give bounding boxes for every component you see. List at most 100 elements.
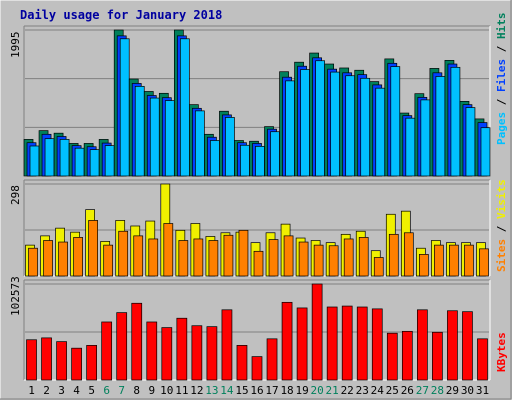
x-tick-label-day-22: 22 xyxy=(341,384,354,397)
x-tick-label-day-14: 14 xyxy=(220,384,234,397)
pages-bar-day-11 xyxy=(179,38,190,177)
x-tick-label-day-11: 11 xyxy=(175,384,188,397)
pages-bar-day-16 xyxy=(255,146,265,177)
kbytes-bar-day-28 xyxy=(432,331,443,381)
sites-bar-day-29 xyxy=(449,244,459,277)
kbytes-panel-max-label: 102573 xyxy=(9,276,22,316)
kbytes-bar-day-18 xyxy=(281,301,293,381)
x-tick-label-day-17: 17 xyxy=(265,384,278,397)
sites-bar-day-22 xyxy=(343,238,354,277)
kbytes-bar-day-1 xyxy=(26,339,37,381)
pages-bar-day-29 xyxy=(450,66,461,177)
kbytes-bar-day-31 xyxy=(477,338,488,381)
x-tick-label-day-31: 31 xyxy=(476,384,489,397)
sites-bar-day-27 xyxy=(419,254,429,277)
kbytes-bar-day-10 xyxy=(161,327,173,381)
legend-kbytes: KBytes xyxy=(495,332,508,372)
hits-panel-max-label: 1995 xyxy=(9,32,22,59)
kbytes-bar-day-3 xyxy=(56,341,67,381)
x-tick-label-day-4: 4 xyxy=(73,384,80,397)
pages-bar-day-17 xyxy=(270,131,280,177)
kbytes-bar-day-21 xyxy=(326,306,338,381)
sites-bar-day-12 xyxy=(193,238,204,277)
sites-bar-day-18 xyxy=(283,235,294,277)
legend-visits: Visits xyxy=(495,179,508,219)
sites-bar-day-2 xyxy=(43,240,53,277)
x-tick-label-day-21: 21 xyxy=(326,384,339,397)
sites-bar-day-9 xyxy=(148,238,159,277)
pages-bar-day-2 xyxy=(44,138,55,177)
legend-hits: Hits xyxy=(495,13,508,40)
x-tick-label-day-12: 12 xyxy=(190,384,203,397)
pages-bar-day-30 xyxy=(465,107,476,177)
kbytes-bar-day-19 xyxy=(296,307,308,381)
pages-bar-day-28 xyxy=(435,76,446,177)
sites-bar-day-21 xyxy=(328,245,339,277)
kbytes-bar-day-23 xyxy=(356,306,368,381)
x-tick-label-day-15: 15 xyxy=(235,384,248,397)
pages-bar-day-21 xyxy=(330,71,341,177)
legend-files: Files xyxy=(495,59,508,92)
pages-bar-day-7 xyxy=(119,38,130,177)
x-tick-label-day-8: 8 xyxy=(133,384,140,397)
pages-bar-day-22 xyxy=(345,75,356,177)
x-tick-label-day-6: 6 xyxy=(103,384,110,397)
kbytes-bar-day-30 xyxy=(462,311,473,381)
sites-bar-day-4 xyxy=(73,237,83,277)
x-tick-label-day-19: 19 xyxy=(295,384,308,397)
kbytes-bar-day-4 xyxy=(71,347,82,381)
sites-bar-day-26 xyxy=(403,232,414,277)
kbytes-bar-day-22 xyxy=(341,305,353,381)
x-tick-label-day-30: 30 xyxy=(461,384,474,397)
pages-bar-day-19 xyxy=(300,69,310,177)
pages-bar-day-12 xyxy=(195,110,205,177)
x-tick-label-day-27: 27 xyxy=(416,384,429,397)
x-tick-label-day-1: 1 xyxy=(28,384,35,397)
kbytes-bar-day-25 xyxy=(386,332,398,381)
pages-bar-day-15 xyxy=(240,144,250,177)
pages-bar-day-31 xyxy=(480,127,491,177)
kbytes-bar-day-6 xyxy=(101,321,113,381)
pages-bar-day-20 xyxy=(315,60,325,177)
chart-title: Daily usage for January 2018 xyxy=(20,8,222,22)
pages-bar-day-4 xyxy=(74,147,85,177)
x-tick-label-day-13: 13 xyxy=(205,384,218,397)
kbytes-bar-day-20 xyxy=(311,283,323,381)
pages-bar-day-9 xyxy=(149,97,160,177)
x-tick-label-day-20: 20 xyxy=(311,384,324,397)
sites-bar-day-23 xyxy=(358,237,369,277)
x-tick-label-day-24: 24 xyxy=(371,384,385,397)
kbytes-bar-day-14 xyxy=(221,309,233,381)
pages-bar-day-23 xyxy=(360,77,371,177)
x-tick-label-day-7: 7 xyxy=(118,384,125,397)
x-tick-label-day-10: 10 xyxy=(160,384,173,397)
sites-bar-day-5 xyxy=(88,220,98,277)
x-tick-label-day-28: 28 xyxy=(431,384,444,397)
sites-bar-day-24 xyxy=(373,257,384,277)
x-tick-label-day-25: 25 xyxy=(386,384,399,397)
pages-bar-day-8 xyxy=(134,86,145,177)
pages-bar-day-1 xyxy=(29,145,40,177)
sites-bar-day-20 xyxy=(313,244,324,277)
x-tick-label-day-9: 9 xyxy=(148,384,155,397)
x-tick-label-day-3: 3 xyxy=(58,384,65,397)
pages-bar-day-6 xyxy=(104,145,115,177)
pages-bar-day-5 xyxy=(89,149,100,177)
x-tick-label-day-16: 16 xyxy=(250,384,263,397)
sites-bar-day-25 xyxy=(388,233,399,277)
pages-bar-day-26 xyxy=(405,117,416,177)
kbytes-bar-day-8 xyxy=(131,302,143,381)
pages-bar-day-13 xyxy=(210,140,220,177)
sites-bar-day-14 xyxy=(223,234,234,277)
kbytes-bar-day-17 xyxy=(266,338,278,381)
sites-bar-day-15 xyxy=(238,229,249,277)
chart-bars xyxy=(23,29,491,381)
sites-bar-day-17 xyxy=(268,239,279,277)
kbytes-bar-day-16 xyxy=(251,356,263,381)
kbytes-bar-day-26 xyxy=(401,330,413,381)
sites-bar-day-13 xyxy=(208,240,219,277)
legend-sites: Sites xyxy=(495,239,508,272)
pages-bar-day-14 xyxy=(225,117,235,177)
kbytes-bar-day-27 xyxy=(417,309,428,381)
